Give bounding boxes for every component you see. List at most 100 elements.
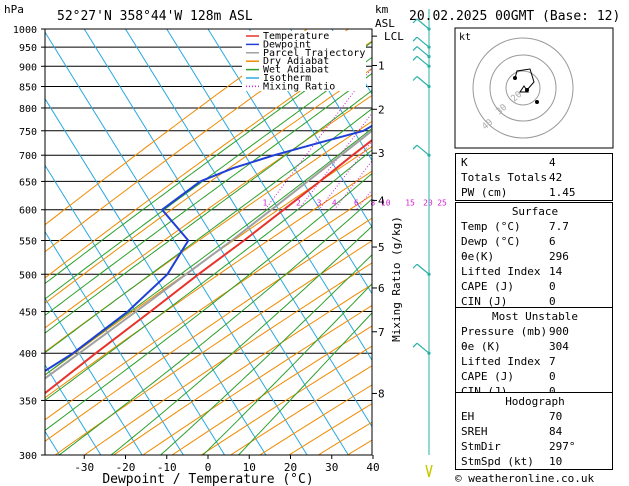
temp-tick-label: -10 [157,461,177,474]
pressure-tick-label: 350 [19,396,37,407]
wind-barb [412,263,430,275]
isotherm-line [248,29,372,228]
km-unit-label: km [375,3,389,16]
datetime-label: 20.02.2025 00GMT (Base: 12) [409,9,620,24]
wind-barb-dot [427,64,431,68]
mixing-ratio-tick-label: 20 [423,199,433,208]
hodo-value: 84 [549,425,563,438]
wet-adiabat-line [45,108,372,354]
mu-label: Lifted Index [461,355,541,368]
dewpoint-line [45,124,372,373]
index-row-pw: PW (cm) 1.45 [456,185,614,200]
mixing-ratio-tick-label: 15 [405,199,415,208]
indices-panel: K 4 Totals Totals 42 PW (cm) 1.45 Surfac… [455,153,614,470]
mixing-ratio-axis-title: Mixing Ratio (g/kg) [390,216,403,342]
indices-box: K 4 Totals Totals 42 PW (cm) 1.45 [455,153,613,201]
hodo-label: EH [461,410,475,423]
mu-row: Pressure (mb) 900 [456,324,614,339]
isotherm-line [83,29,349,455]
wind-barb [412,76,430,87]
pressure-tick-label: 700 [19,151,37,162]
wet-adiabat-line [160,254,372,455]
wind-barb [412,55,430,67]
legend-label: Mixing Ratio [263,81,335,92]
wind-barb [412,342,430,354]
mu-label: CAPE (J) [461,370,514,383]
mixing-ratio-line [264,67,372,211]
wind-barb-dot [427,27,431,31]
height-tick-label: 6 [378,282,385,295]
isotherm-line [125,29,372,428]
index-label: Totals Totals [461,171,548,184]
mixing-ratio-tick-label: 25 [437,199,447,208]
hodograph-ring [472,37,574,139]
wind-barb [412,144,430,156]
legend-background [242,31,366,91]
mixing-ratio-line [298,112,372,211]
pressure-tick-label: 850 [19,83,37,94]
surface-value: 6 [549,235,556,248]
hodograph-ring [505,70,541,106]
mixing-ratio-tick-label: 1 [263,199,268,208]
dry-adiabat-line [45,120,372,353]
surface-row: CAPE (J) 0 [456,279,614,294]
hodo-row: EH 70 [456,409,614,424]
wind-barb-dot [427,351,431,355]
legend-label: Isotherm [263,73,311,84]
surface-row: Lifted Index 14 [456,264,614,279]
wind-barb-dot [427,272,431,276]
legend-label: Wet Adiabat [263,65,329,76]
storm-motion-marker [519,85,529,93]
wet-adiabat-line [45,149,372,402]
index-value: 4 [549,156,556,169]
pressure-tick-label: 650 [19,177,37,188]
hodo-value: 70 [549,410,563,423]
background-lines [0,29,372,455]
isotherm-line [0,29,18,455]
wind-barb-dot [427,153,431,157]
most-unstable-box: Most Unstable Pressure (mb) 900 θe (K) 304… [455,307,613,399]
surface-label: CAPE (J) [461,280,514,293]
hodo-row: StmDir 297° [456,439,614,454]
hodograph-point [535,100,539,104]
pressure-tick-label: 300 [19,451,37,462]
dry-adiabat-line [171,325,372,455]
mu-value: 900 [549,325,569,338]
index-row-totals: Totals Totals 42 [456,170,614,185]
surface-label: θe(K) [461,250,495,263]
surface-value: 0 [549,280,556,293]
pressure-tick-label: 900 [19,62,37,73]
hodograph-frame [454,27,614,149]
mu-value: 304 [549,340,569,353]
mu-label: Pressure (mb) [461,325,548,338]
pressure-tick-label: 450 [19,308,37,319]
index-label: PW (cm) [461,186,508,199]
mu-row: Lifted Index 7 [456,354,614,369]
dry-adiabat-line [45,94,372,329]
pressure-tick-label: 600 [19,206,37,217]
mixing-ratio-tick-label: 6 [354,199,359,208]
hodo-row: StmSpd (kt) 10 [456,454,614,469]
temp-tick-label: -20 [116,461,136,474]
wet-adiabat-line [110,225,372,455]
surface-value: 14 [549,265,563,278]
axes: 3003504004505005506006507007508008509009… [13,25,404,474]
temp-tick-label: 40 [366,461,379,474]
wind-barbs [412,9,433,478]
hodo-label: SREH [461,425,488,438]
dry-adiabat-line [142,304,372,455]
index-value: 1.45 [549,186,576,199]
pressure-tick-label: 750 [19,127,37,138]
surface-value: 7.7 [549,220,569,233]
mu-row: θe (K) 304 [456,339,614,354]
legend-label: Temperature [263,31,329,42]
mixing-ratio-tick-label: 3 [317,199,322,208]
wet-adiabat-line [45,72,372,316]
temp-tick-label: 20 [284,461,297,474]
wind-barb-dot [427,84,431,89]
wet-adiabat-line [202,283,372,455]
legend-label: Dewpoint [263,39,311,50]
dry-adiabat-line [113,283,372,455]
